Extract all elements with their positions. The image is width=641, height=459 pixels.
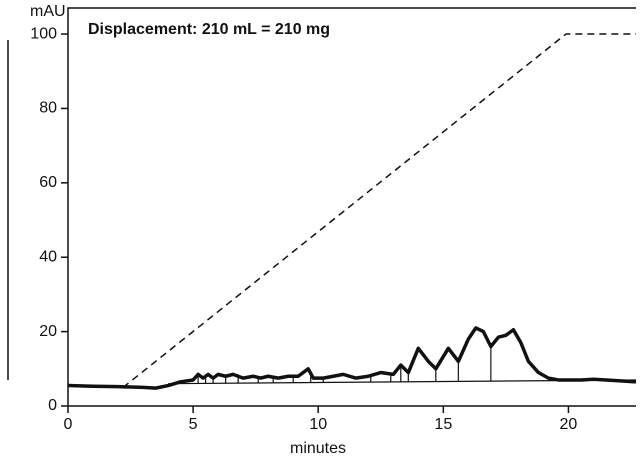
y-tick-label: 60 — [39, 174, 57, 191]
x-tick-label: 10 — [309, 416, 327, 433]
plot-frame — [67, 7, 636, 407]
y-tick-label: 40 — [39, 248, 57, 265]
x-tick-label: 15 — [434, 416, 452, 433]
y-tick-label: 80 — [39, 100, 57, 117]
series-gradient — [122, 33, 636, 388]
y-tick-label: 0 — [48, 397, 57, 414]
series-baseline — [168, 379, 637, 385]
x-tick-label: 0 — [64, 416, 73, 433]
series-signal — [67, 326, 637, 390]
x-tick-label: 20 — [560, 416, 578, 433]
y-axis-label: mAU — [30, 3, 66, 20]
y-tick-label: 100 — [30, 25, 57, 42]
x-tick-label: 5 — [189, 416, 198, 433]
x-axis-label: minutes — [290, 440, 346, 457]
chart-title: Displacement: 210 mL = 210 mg — [88, 21, 330, 38]
y-tick-label: 20 — [39, 323, 57, 340]
